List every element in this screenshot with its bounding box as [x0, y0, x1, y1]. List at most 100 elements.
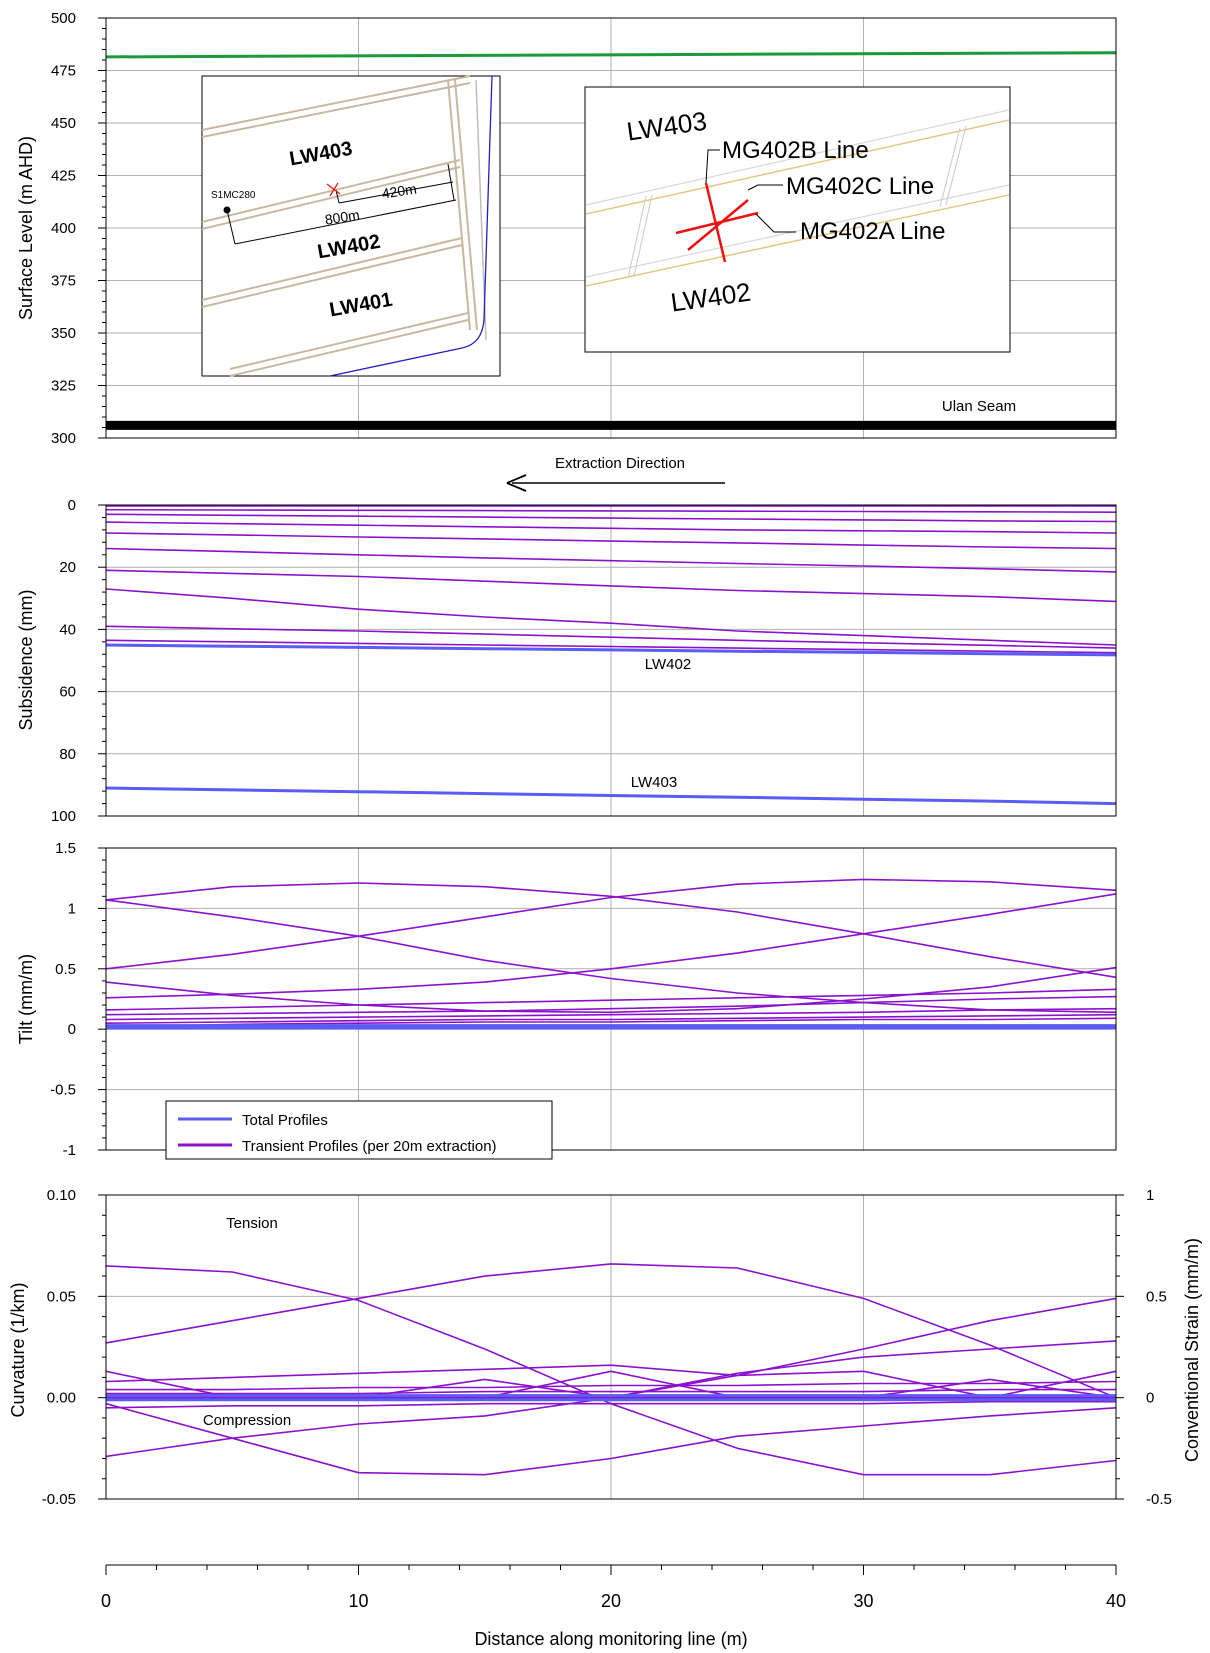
transient-profile-line: [105, 988, 1117, 1011]
curvature-frame: [105, 1194, 1117, 1500]
surface-ylabel: Surface Level (m AHD): [16, 136, 36, 320]
legend-box: [165, 1100, 553, 1160]
y-tick-label: 425: [51, 168, 76, 185]
transient-profile-line: [105, 995, 1117, 1016]
tension-label: Tension: [226, 1215, 278, 1232]
extraction-direction: Extraction Direction: [506, 455, 725, 492]
transient-profile-line: [106, 1380, 1117, 1391]
x-tick-label: 30: [853, 1591, 873, 1611]
subsidence-panel: 0 20 40 60 80 100 Subsidence (mm) LW402 LW403: [16, 497, 1117, 825]
transient-profile-line: [105, 547, 1117, 573]
surface-series: [105, 51, 1117, 430]
x-tick-label: 10: [348, 1591, 368, 1611]
strain-ylabel: Conventional Strain (mm/m): [1182, 1238, 1202, 1462]
detail-label-mg402a: MG402A Line: [800, 218, 945, 245]
plan-point-label: S1MC280: [211, 190, 256, 201]
x-tick-label: 0: [101, 1591, 111, 1611]
surface-level-panel: 300 325 350 375 400 425 450 475 500 Surface Leve…: [16, 10, 1117, 447]
y-tick-label: 400: [51, 220, 76, 237]
total-profile-line: [105, 643, 1117, 657]
plan-lease-boundary: [329, 75, 493, 377]
curvature-panel: -0.05 0.00 0.05 0.10 -0.5 0 0.5 1 Curvature (1…: [8, 1187, 1202, 1508]
transient-profile-line: [105, 893, 1117, 999]
transient-profile-line: [105, 588, 1117, 646]
transient-profile-line: [105, 966, 1117, 1014]
transient-profile-line: [105, 1017, 1117, 1028]
plan-dim-800: 800m: [324, 206, 361, 227]
detail-monitoring-lines: [675, 182, 759, 263]
transient-profile-line: [105, 882, 1117, 979]
transient-profile-line: [106, 1388, 1116, 1395]
curvature-y-axis: -0.05 0.00 0.05 0.10: [42, 1187, 106, 1508]
tilt-panel: -1 -0.5 0 0.5 1 1.5 Tilt (mm/m) Total Profile…: [16, 840, 1117, 1160]
subsidence-y-axis: 0 20 40 60 80 100: [51, 497, 106, 825]
tilt-frame: [105, 847, 1117, 1151]
detail-label-mg402b: MG402B Line: [722, 137, 869, 164]
tilt-y-axis: -1 -0.5 0 0.5 1 1.5: [50, 840, 106, 1159]
extraction-direction-label: Extraction Direction: [555, 455, 685, 472]
legend-label-transient: Transient Profiles (per 20m extraction): [242, 1138, 497, 1155]
transient-profile-line: [105, 878, 1117, 970]
transient-profile-line: [105, 625, 1117, 649]
detail-inset-frame: [584, 86, 1011, 353]
plan-dim-420: 420m: [381, 180, 418, 201]
subsidence-label-lw402: LW402: [645, 656, 691, 673]
y-tick-label: 60: [59, 684, 76, 701]
transient-profile-line: [105, 1364, 1116, 1399]
y-tick-label: 0.5: [55, 961, 76, 978]
y-tick-label: 450: [51, 115, 76, 132]
plan-inset: LW403 LW402 LW401 S1MC280 420m 800m: [201, 75, 501, 377]
transient-profile-line: [105, 899, 1117, 1014]
y-tick-label: 350: [51, 325, 76, 342]
subsidence-series: [105, 505, 1117, 806]
y-right-tick-label: 1: [1146, 1187, 1154, 1204]
y-tick-label: 0.00: [47, 1390, 76, 1407]
transient-profile-line: [105, 1007, 1117, 1021]
tilt-series: [105, 878, 1117, 1030]
legend-label-total: Total Profiles: [242, 1112, 328, 1129]
transient-profile-line: [105, 569, 1117, 603]
y-tick-label: 20: [59, 559, 76, 576]
transient-profile-line: [105, 1013, 1117, 1024]
y-tick-label: 1: [68, 900, 76, 917]
y-tick-label: 100: [51, 808, 76, 825]
transient-profile-line: [105, 521, 1117, 534]
tilt-ylabel: Tilt (mm/m): [16, 954, 36, 1044]
y-tick-label: 300: [51, 430, 76, 447]
surface-level-line: [105, 51, 1117, 59]
plan-dimension-lines: [226, 163, 457, 245]
strain-y-axis: -0.5 0 0.5 1: [1116, 1187, 1172, 1508]
y-tick-label: 475: [51, 63, 76, 80]
subsidence-ylabel: Subsidence (mm): [16, 589, 36, 730]
transient-profile-line: [105, 1402, 1117, 1476]
y-tick-label: 40: [59, 621, 76, 638]
compression-label: Compression: [203, 1412, 291, 1429]
transient-profile-line: [105, 639, 1117, 654]
y-tick-label: 0.10: [47, 1187, 76, 1204]
y-tick-label: 0: [68, 1021, 76, 1038]
x-tick-label: 40: [1106, 1591, 1126, 1611]
curvature-series: [105, 1263, 1117, 1476]
subsidence-label-lw403: LW403: [631, 774, 677, 791]
transient-profile-line: [105, 532, 1117, 550]
surface-y-axis: 300 325 350 375 400 425 450 475 500: [51, 10, 106, 447]
curvature-ylabel: Curvature (1/km): [8, 1282, 28, 1417]
y-tick-label: 0: [68, 497, 76, 514]
x-axis-label: Distance along monitoring line (m): [474, 1629, 747, 1649]
transient-profile-line: [105, 508, 1117, 514]
detail-label-mg402c: MG402C Line: [786, 173, 934, 200]
y-right-tick-label: 0: [1146, 1390, 1154, 1407]
seam-label: Ulan Seam: [942, 398, 1016, 415]
transient-profile-line: [106, 1370, 1117, 1399]
y-tick-label: -0.5: [50, 1082, 76, 1099]
y-right-tick-label: -0.5: [1146, 1491, 1172, 1508]
curvature-grid: [106, 1195, 1116, 1499]
y-tick-label: 80: [59, 746, 76, 763]
y-tick-label: 375: [51, 273, 76, 290]
x-tick-label: 20: [601, 1591, 621, 1611]
transient-profile-line: [105, 1400, 1116, 1409]
plan-marker-cross: [326, 182, 341, 197]
plan-panel-boundaries: [201, 75, 478, 377]
detail-roadways: [585, 109, 1010, 287]
y-tick-label: -0.05: [42, 1491, 76, 1508]
